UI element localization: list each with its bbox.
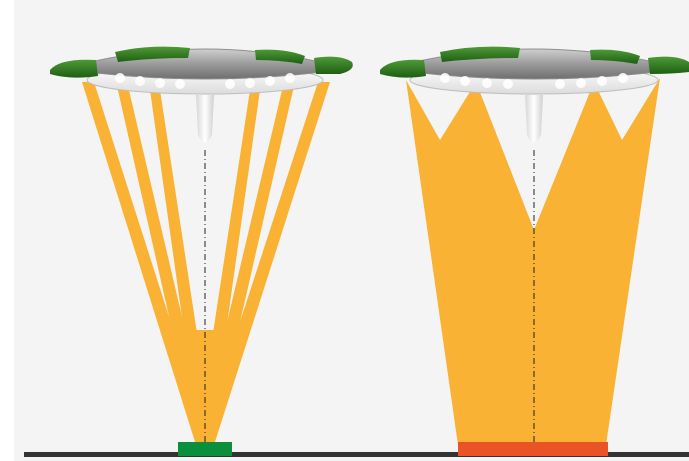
wide-lamp-top-band-right <box>590 49 640 64</box>
focused-lamp-right-grip <box>314 56 353 74</box>
focused-lamp-handle <box>196 95 214 143</box>
focused-lamp-top-band <box>115 46 190 62</box>
wide-lamp-right-grip <box>648 56 689 74</box>
wide-beam-group <box>406 78 660 445</box>
wide-lamp-handle <box>525 95 543 143</box>
wide-beam-body <box>406 78 660 445</box>
focused-surgical-light-icon <box>50 46 353 143</box>
wide-lamp-top-band <box>440 46 520 62</box>
focused-lamp-left-grip <box>50 59 98 78</box>
focused-beam-mid-right <box>198 86 294 445</box>
wide-light-field <box>458 442 608 456</box>
focused-beam-outer-right <box>200 82 330 445</box>
wide-surgical-light-icon <box>380 46 689 143</box>
wide-lamp-leds <box>440 73 628 89</box>
wide-lamp-left-grip <box>380 59 426 78</box>
focused-light-field <box>178 442 232 456</box>
diagram-canvas <box>14 0 689 461</box>
floor-line <box>24 452 689 457</box>
focused-lamp-top-band-right <box>255 49 305 64</box>
focused-beam-group <box>82 82 330 445</box>
focused-lamp-leds <box>115 73 295 89</box>
